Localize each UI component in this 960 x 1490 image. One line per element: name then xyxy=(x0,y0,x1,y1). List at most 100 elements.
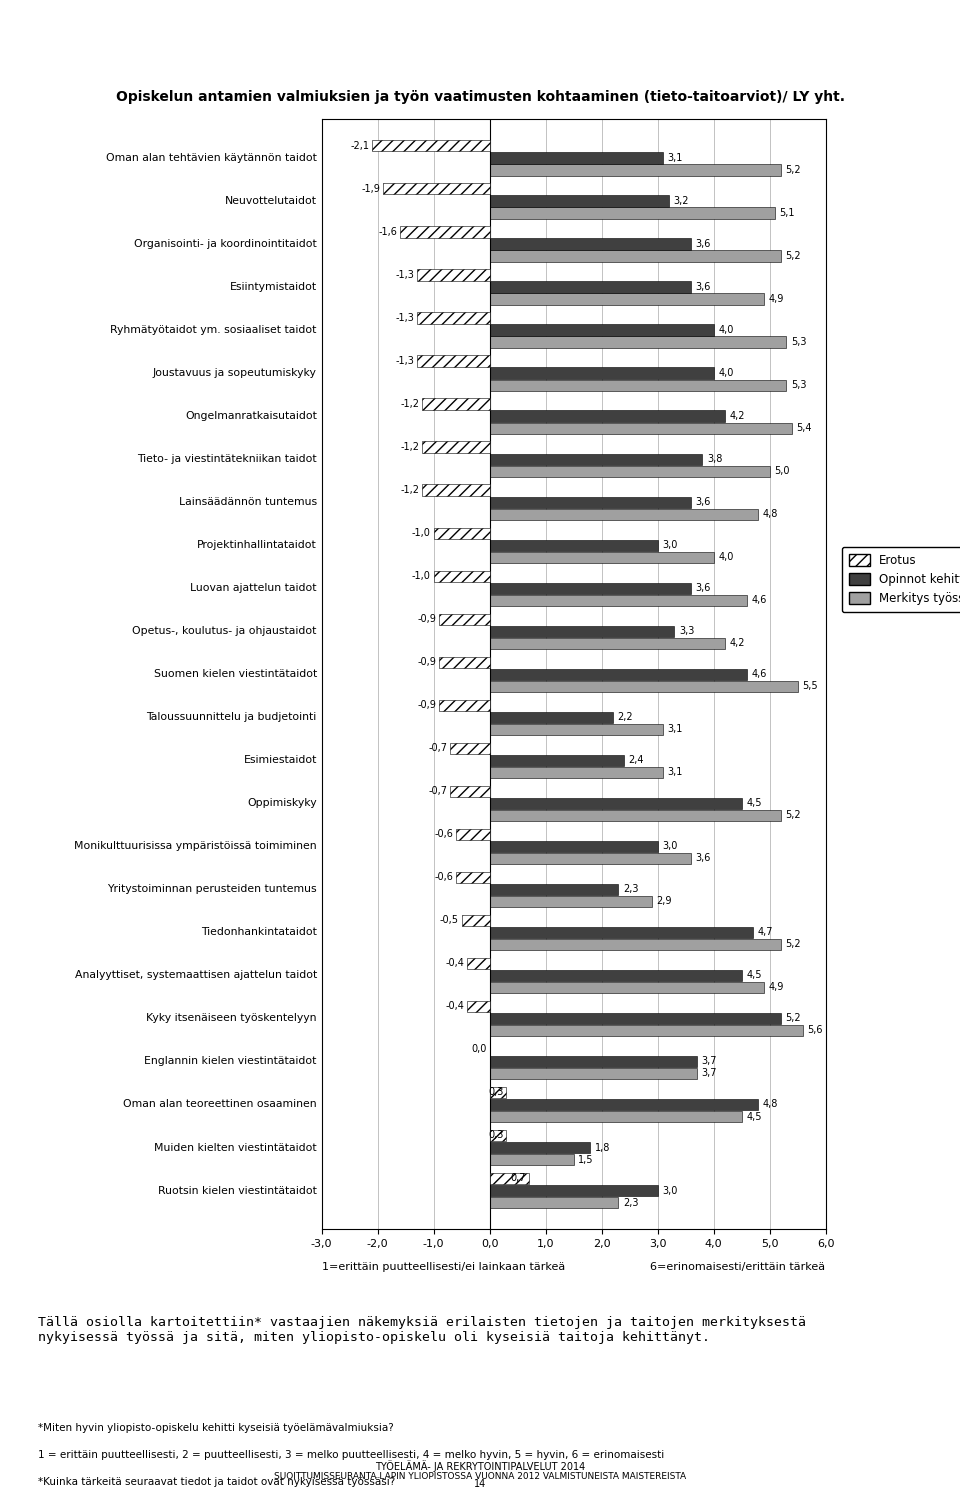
Bar xyxy=(490,539,658,551)
Text: Tiedonhankintataidot: Tiedonhankintataidot xyxy=(201,927,317,937)
Text: 5,4: 5,4 xyxy=(797,423,812,434)
Text: 3,8: 3,8 xyxy=(707,454,722,463)
Bar xyxy=(440,614,490,624)
Bar xyxy=(456,828,490,840)
Text: 1,8: 1,8 xyxy=(595,1143,611,1152)
Text: 5,2: 5,2 xyxy=(785,165,801,174)
Text: 5,5: 5,5 xyxy=(803,681,818,691)
Bar xyxy=(490,410,725,422)
Text: Muiden kielten viestintätaidot: Muiden kielten viestintätaidot xyxy=(155,1143,317,1152)
Text: 0,7: 0,7 xyxy=(511,1174,526,1183)
Bar xyxy=(490,1068,697,1079)
Text: 4,6: 4,6 xyxy=(752,595,767,605)
Text: 5,0: 5,0 xyxy=(774,466,789,477)
Bar xyxy=(490,1129,507,1141)
Bar xyxy=(490,895,652,907)
Bar xyxy=(450,785,490,797)
Text: 2,3: 2,3 xyxy=(623,1198,638,1207)
Text: -0,9: -0,9 xyxy=(418,700,437,711)
Bar xyxy=(400,226,490,237)
Bar xyxy=(490,797,741,809)
Text: -0,4: -0,4 xyxy=(445,1001,465,1012)
Bar xyxy=(490,152,663,164)
Text: 3,1: 3,1 xyxy=(668,153,684,162)
Bar xyxy=(417,313,490,323)
Text: Esimiestaidot: Esimiestaidot xyxy=(244,755,317,766)
Text: -1,2: -1,2 xyxy=(400,486,420,495)
Text: 3,6: 3,6 xyxy=(696,282,711,292)
Text: -0,7: -0,7 xyxy=(428,744,447,754)
Bar xyxy=(450,742,490,754)
Bar xyxy=(490,927,753,939)
Text: 2,2: 2,2 xyxy=(617,712,633,723)
Text: 1=erittäin puutteellisesti/ei lainkaan tärkeä: 1=erittäin puutteellisesti/ei lainkaan t… xyxy=(322,1262,564,1272)
Text: 0,3: 0,3 xyxy=(489,1088,504,1098)
Text: -1,2: -1,2 xyxy=(400,443,420,451)
Text: 5,1: 5,1 xyxy=(780,209,795,218)
Text: -0,6: -0,6 xyxy=(434,872,453,882)
Text: 3,6: 3,6 xyxy=(696,498,711,507)
Text: 5,2: 5,2 xyxy=(785,1013,801,1024)
Text: 5,3: 5,3 xyxy=(791,337,806,347)
Text: 3,7: 3,7 xyxy=(701,1056,717,1067)
Bar xyxy=(490,712,612,723)
Text: Ongelmanratkaisutaidot: Ongelmanratkaisutaidot xyxy=(185,411,317,422)
Bar xyxy=(490,195,669,207)
Text: Monikulttuurisissa ympäristöissä toimiminen: Monikulttuurisissa ympäristöissä toimimi… xyxy=(74,842,317,851)
Bar xyxy=(490,1056,697,1067)
Bar xyxy=(490,1100,758,1110)
Text: -1,6: -1,6 xyxy=(378,226,397,237)
Bar xyxy=(490,496,691,508)
Text: Kyky itsenäiseen työskentelyyn: Kyky itsenäiseen työskentelyyn xyxy=(146,1013,317,1024)
Text: *Miten hyvin yliopisto-opiskelu kehitti kyseisiä työelämävalmiuksia?: *Miten hyvin yliopisto-opiskelu kehitti … xyxy=(38,1423,395,1433)
Bar xyxy=(490,294,764,304)
Text: -1,3: -1,3 xyxy=(396,356,414,367)
Text: 1,5: 1,5 xyxy=(578,1155,593,1165)
Text: 4,7: 4,7 xyxy=(757,927,773,937)
Bar xyxy=(490,1141,590,1153)
Text: 3,0: 3,0 xyxy=(662,842,678,851)
Text: TYÖELÄMÄ- JA REKRYTOINTIPALVELUT 2014: TYÖELÄMÄ- JA REKRYTOINTIPALVELUT 2014 xyxy=(374,1460,586,1472)
Bar xyxy=(456,872,490,884)
Bar xyxy=(490,238,691,249)
Text: -0,9: -0,9 xyxy=(418,657,437,668)
Bar xyxy=(417,270,490,280)
Text: 6=erinomaisesti/erittäin tärkeä: 6=erinomaisesti/erittäin tärkeä xyxy=(651,1262,826,1272)
Text: Esiintymistaidot: Esiintymistaidot xyxy=(229,282,317,292)
Text: 5,2: 5,2 xyxy=(785,250,801,261)
Text: Tällä osiolla kartoitettiin* vastaajien näkemyksiä erilaisten tietojen ja taitoj: Tällä osiolla kartoitettiin* vastaajien … xyxy=(38,1316,806,1344)
Text: Taloussuunnittelu ja budjetointi: Taloussuunnittelu ja budjetointi xyxy=(147,712,317,723)
Text: 4,0: 4,0 xyxy=(718,368,733,378)
Bar xyxy=(490,595,747,606)
Text: SUOITTUMISSEURANTA LAPIN YLIOPISTOSSA VUONNA 2012 VALMISTUNEISTA MAISTEREISTA: SUOITTUMISSEURANTA LAPIN YLIOPISTOSSA VU… xyxy=(274,1472,686,1481)
Text: -1,0: -1,0 xyxy=(412,527,431,538)
Text: 4,9: 4,9 xyxy=(768,294,784,304)
Text: 4,6: 4,6 xyxy=(752,669,767,679)
Text: 3,6: 3,6 xyxy=(696,854,711,863)
Text: 0,3: 0,3 xyxy=(489,1131,504,1140)
Text: 5,3: 5,3 xyxy=(791,380,806,390)
Text: 4,0: 4,0 xyxy=(718,325,733,335)
Bar xyxy=(490,1173,529,1185)
Bar xyxy=(490,282,691,292)
Text: 3,3: 3,3 xyxy=(679,626,694,636)
Text: 3,2: 3,2 xyxy=(673,197,688,206)
Bar xyxy=(422,398,490,410)
Bar xyxy=(490,681,798,691)
Bar xyxy=(490,724,663,735)
Text: 4,8: 4,8 xyxy=(763,1100,779,1110)
Bar xyxy=(434,527,490,539)
Text: Suomen kielen viestintätaidot: Suomen kielen viestintätaidot xyxy=(154,669,317,679)
Bar xyxy=(417,356,490,367)
Text: 5,2: 5,2 xyxy=(785,811,801,821)
Text: 5,6: 5,6 xyxy=(807,1025,823,1036)
Text: 4,9: 4,9 xyxy=(768,982,784,992)
Text: 4,0: 4,0 xyxy=(718,553,733,562)
Bar xyxy=(440,700,490,711)
Text: -0,6: -0,6 xyxy=(434,830,453,839)
Bar xyxy=(490,754,624,766)
Bar xyxy=(490,939,780,951)
Bar xyxy=(490,508,758,520)
Bar xyxy=(490,626,675,636)
Text: -0,7: -0,7 xyxy=(428,787,447,796)
